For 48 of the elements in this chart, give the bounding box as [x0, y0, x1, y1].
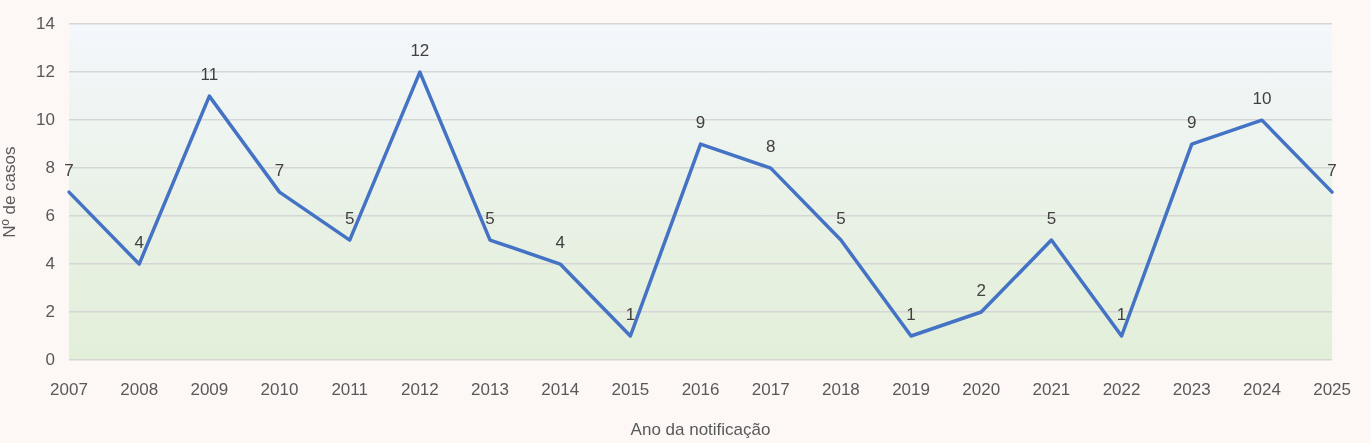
- x-tick-label: 2015: [611, 379, 650, 399]
- x-tick-label: 2025: [1313, 379, 1351, 399]
- data-label: 8: [765, 137, 776, 157]
- x-tick-label: 2020: [962, 379, 1001, 399]
- data-label: 5: [836, 209, 846, 229]
- x-tick-label: 2023: [1172, 379, 1211, 399]
- data-label: 11: [200, 65, 219, 85]
- data-label: 12: [410, 41, 430, 61]
- x-tick-label: 2010: [260, 379, 299, 399]
- x-tick-label: 2007: [50, 379, 88, 399]
- x-tick-label: 2011: [331, 379, 368, 399]
- x-tick-label: 2008: [120, 379, 159, 399]
- x-tick-label: 2022: [1102, 379, 1141, 399]
- data-label: 1: [906, 305, 916, 325]
- x-tick-label: 2016: [681, 379, 720, 399]
- data-label: 10: [1252, 89, 1272, 109]
- data-label: 7: [1327, 161, 1337, 181]
- data-label: 2: [976, 281, 986, 301]
- data-label: 4: [134, 233, 144, 253]
- data-label: 5: [344, 209, 355, 229]
- data-label: 4: [555, 233, 565, 253]
- y-axis-title: Nº de casos: [0, 146, 19, 238]
- y-tick-label: 4: [45, 253, 55, 273]
- y-tick-label: 2: [45, 301, 55, 321]
- x-tick-label: 2019: [892, 379, 930, 399]
- y-tick-label: 8: [45, 157, 55, 177]
- data-label: 5: [485, 209, 495, 229]
- x-tick-label: 2012: [400, 379, 439, 399]
- data-label: 1: [625, 305, 636, 325]
- data-label: 9: [1187, 113, 1197, 133]
- x-tick-label: 2017: [751, 379, 790, 399]
- x-tick-label: 2014: [541, 379, 580, 399]
- y-tick-label: 14: [36, 13, 55, 33]
- y-tick-label: 10: [36, 109, 55, 129]
- y-tick-label: 0: [45, 349, 55, 369]
- data-label: 9: [695, 113, 706, 133]
- x-tick-label: 2018: [821, 379, 860, 399]
- data-label: 7: [64, 161, 74, 181]
- data-label: 7: [274, 161, 285, 181]
- x-tick-label: 2013: [471, 379, 509, 399]
- data-label: 5: [1046, 209, 1057, 229]
- data-label: 1: [1116, 305, 1127, 325]
- y-tick-label: 12: [36, 61, 55, 81]
- x-axis-title: Ano da notificação: [630, 420, 771, 440]
- x-tick-label: 2009: [190, 379, 229, 399]
- y-tick-label: 6: [45, 205, 55, 225]
- x-tick-label: 2024: [1243, 379, 1281, 399]
- x-tick-label: 2021: [1032, 379, 1071, 399]
